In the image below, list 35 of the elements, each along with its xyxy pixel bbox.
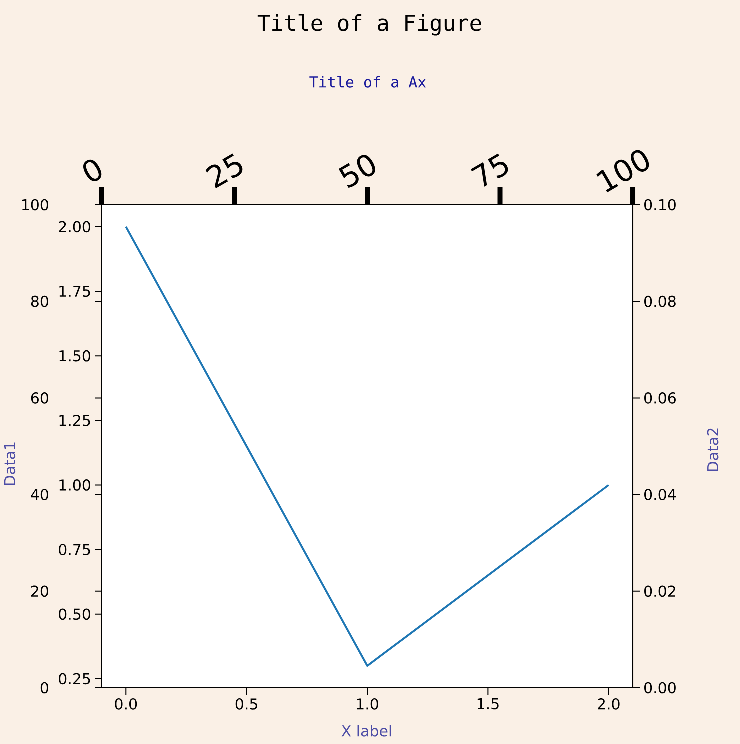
x2-tick-label: 75 [470,154,508,187]
x-tick-label: 0.5 [236,698,258,710]
y3-tick-label: 60 [31,392,48,404]
x-tick-label: 1.0 [357,698,378,710]
x-axis-title: X label [342,725,392,737]
y-axis-title: Data1 [4,442,16,486]
x2-tick-label: 0 [83,160,102,182]
y3-tick-label: 100 [22,199,48,211]
y2-tick-label: 0.02 [644,586,676,598]
y3-tick-label: 40 [31,489,48,500]
x-tick-label: 2.0 [598,698,620,710]
y2-tick-label: 0.10 [644,199,676,211]
x2-tick-label: 100 [596,150,650,193]
chart-subtitle: Title of a Ax [310,76,426,88]
y-tick-label: 0.50 [59,608,90,620]
x2-tick-label: 25 [206,154,243,189]
y3-tick-label: 0 [40,682,48,694]
x2-tick-label: 50 [338,155,376,188]
y2-axis-title: Data2 [707,428,719,472]
y-tick-label: 1.25 [60,414,90,426]
y3-tick-label: 80 [31,296,48,308]
y2-tick-label: 0.08 [644,296,676,308]
y2-tick-label: 0.04 [644,489,676,500]
y-tick-label: 1.00 [60,480,90,491]
y3-tick-label: 20 [31,586,48,598]
y2-tick-label: 0.00 [644,682,676,694]
y2-tick-label: 0.06 [644,392,676,404]
x-tick-label: 1.5 [478,698,499,710]
y-tick-label: 0.25 [59,673,90,685]
y-tick-label: 1.75 [60,286,90,298]
x-tick-label: 0.0 [115,698,138,710]
y-tick-label: 2.00 [59,221,90,233]
chart-title: Title of a Figure [258,14,482,36]
y-tick-label: 1.50 [60,350,90,362]
y-tick-label: 0.75 [59,544,90,556]
